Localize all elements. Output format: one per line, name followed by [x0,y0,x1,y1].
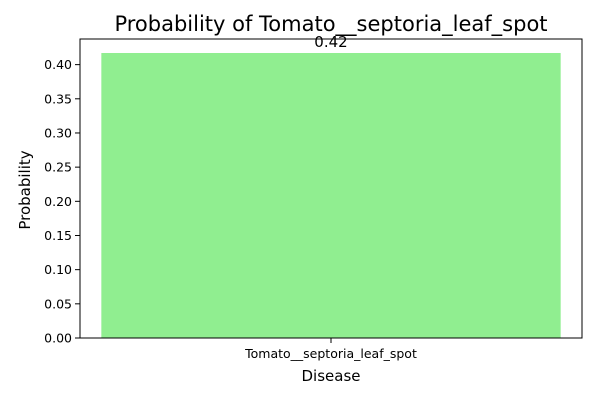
x-axis: Tomato__septoria_leaf_spot [244,338,417,361]
y-tick-label: 0.10 [44,262,72,277]
y-tick-label: 0.05 [44,296,72,311]
y-tick-label: 0.40 [44,57,72,72]
bar [101,53,561,338]
chart-title: Probability of Tomato__septoria_leaf_spo… [114,12,547,37]
y-axis: 0.00 0.05 0.10 0.15 0.20 0.25 0.30 0.35 0.40 [44,57,80,346]
data-labels-group: 0.42 [314,33,347,51]
bar-value-label: 0.42 [314,33,347,51]
y-axis-label: Probability [16,150,34,229]
y-tick-label: 0.25 [44,160,72,175]
x-tick-label: Tomato__septoria_leaf_spot [244,346,417,361]
y-tick-label: 0.15 [44,228,72,243]
y-tick-label: 0.20 [44,194,72,209]
y-tick-label: 0.30 [44,125,72,140]
x-axis-label: Disease [302,367,361,385]
plot-frame [79,38,583,339]
y-tick-label: 0.35 [44,91,72,106]
bars-group [101,53,561,338]
y-tick-label: 0.00 [44,331,72,346]
